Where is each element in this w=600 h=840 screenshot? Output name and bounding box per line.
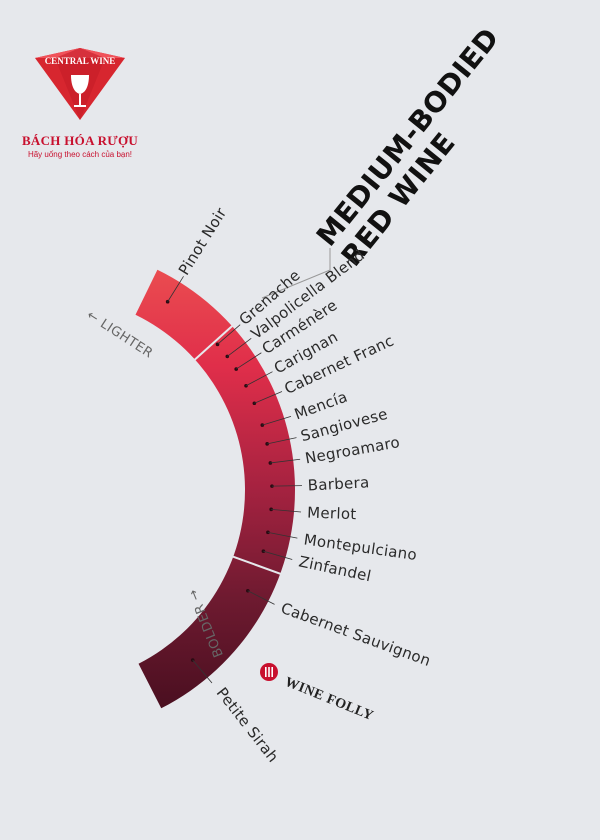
wine-dot xyxy=(244,383,248,388)
wine-folly-text: WINE FOLLY xyxy=(283,675,376,724)
title-line1: MEDIUM-BODIED xyxy=(310,21,506,252)
wine-leader-line xyxy=(227,338,252,357)
wine-label: Cabernet Sauvignon xyxy=(279,599,434,670)
wine-leader-line xyxy=(247,590,275,605)
body-arc-band xyxy=(135,269,295,709)
arc-divider-bottom xyxy=(231,555,283,576)
wine-leader-line xyxy=(217,324,241,345)
wine-leader-line xyxy=(271,485,302,487)
wine-leader-line xyxy=(263,550,293,560)
wine-leader-line xyxy=(267,531,298,539)
wine-label: Barbera xyxy=(307,473,370,494)
wine-label: Pinot Noir xyxy=(175,204,231,278)
wine-leader-line xyxy=(192,659,213,684)
title-group: MEDIUM-BODIED RED WINE xyxy=(310,21,506,272)
wine-glass-icon xyxy=(71,75,89,94)
wine-leader-line xyxy=(271,508,302,513)
logo-name: BÁCH HÓA RƯỢU xyxy=(21,133,139,148)
wine-leader-line xyxy=(262,415,292,426)
central-wine-logo: CENTRAL WINE xyxy=(35,48,125,120)
wine-label: Zinfandel xyxy=(297,552,373,585)
wine-folly-brand: WINE FOLLY xyxy=(260,663,376,724)
wine-leader-line xyxy=(167,276,184,302)
wine-leader-line xyxy=(235,352,262,370)
wine-dot xyxy=(270,484,274,488)
wine-leader-line xyxy=(270,458,301,464)
logo-top-text: CENTRAL WINE xyxy=(45,56,116,66)
wine-label: Merlot xyxy=(307,503,357,523)
logo-tagline: Hãy uống theo cách của bạn! xyxy=(27,150,133,159)
wine-leader-line xyxy=(245,371,273,387)
title-bracket xyxy=(261,248,331,299)
wine-leader-line xyxy=(267,437,297,445)
wine-label: Petite Sirah xyxy=(213,684,282,766)
arc-divider-top xyxy=(192,323,235,362)
wine-leader-line xyxy=(254,391,283,404)
